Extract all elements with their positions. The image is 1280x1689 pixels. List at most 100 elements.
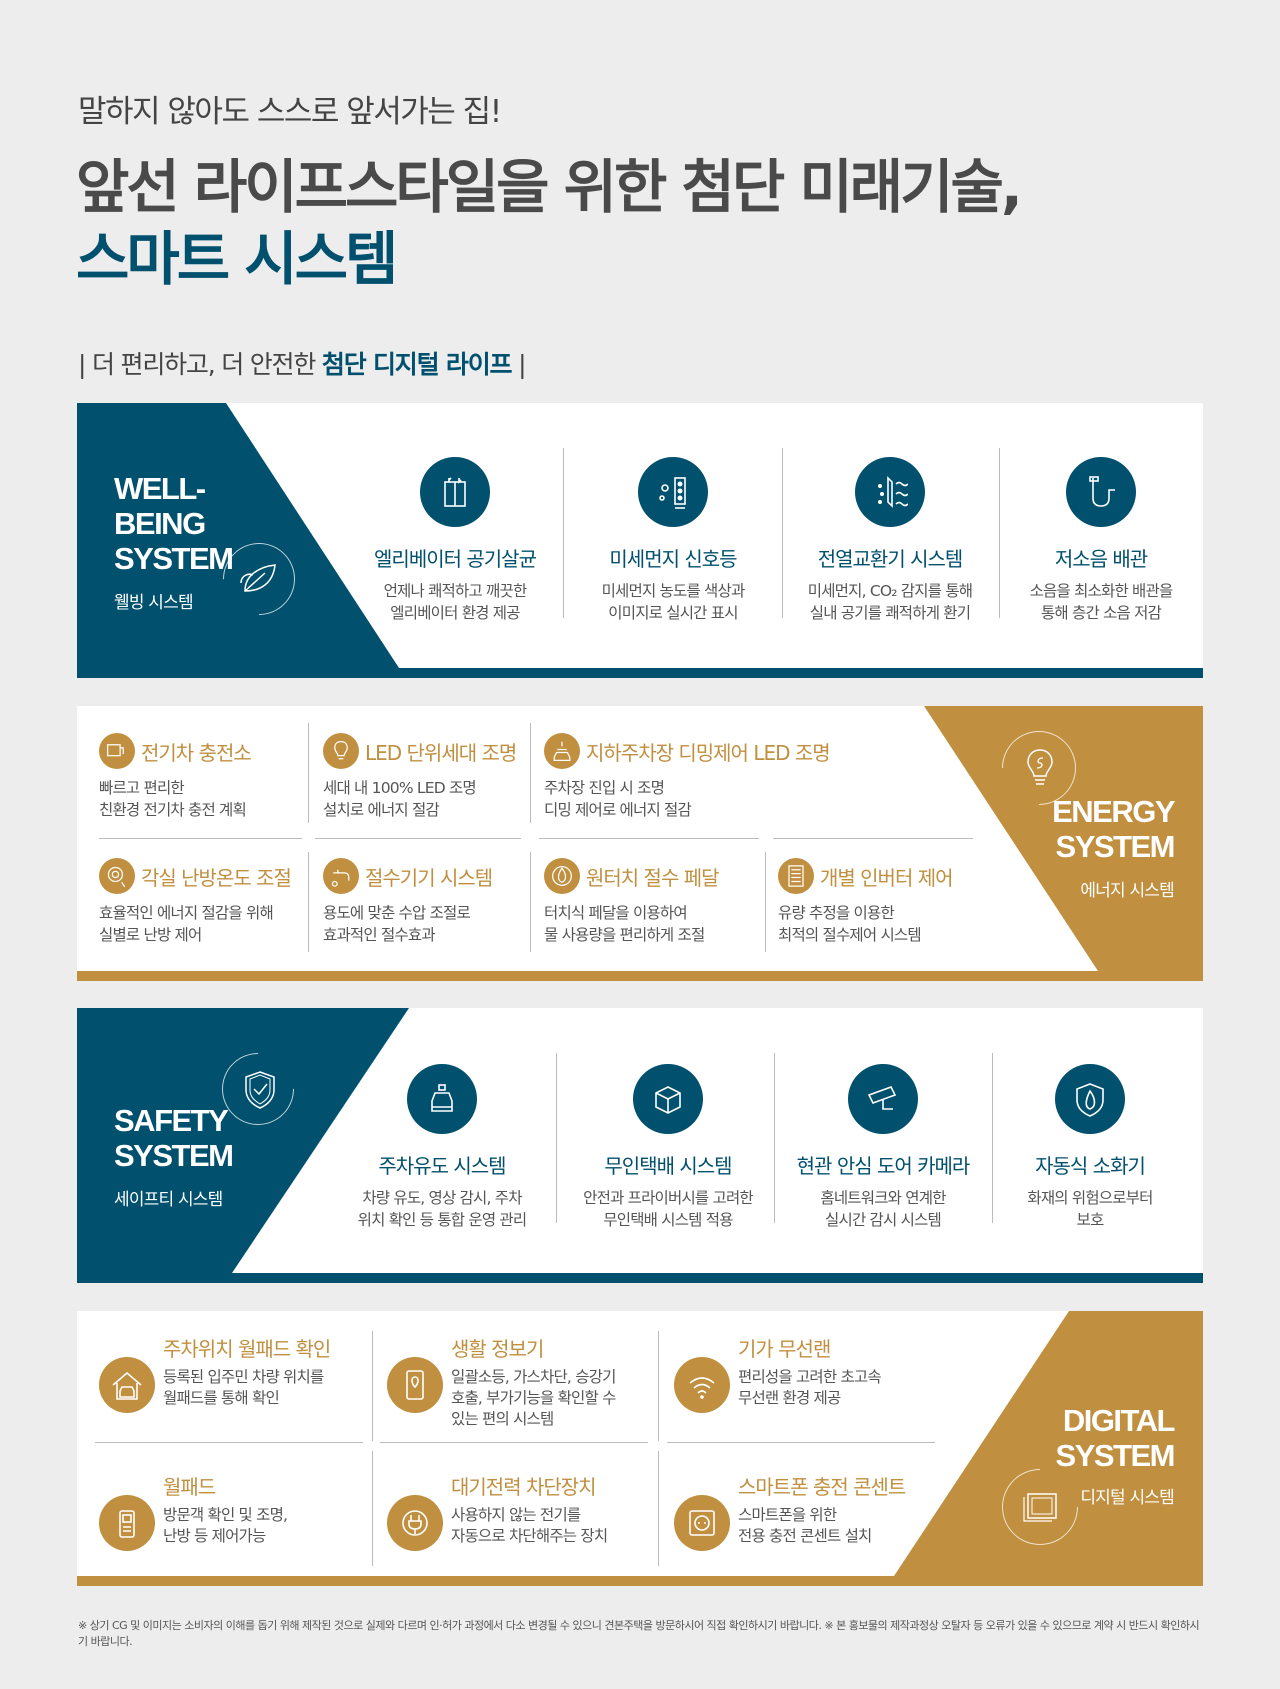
feature-desc: 유량 추정을 이용한 최적의 절수제어 시스템 [778, 904, 922, 944]
safety-title: SAFETY SYSTEM [114, 1103, 234, 1173]
feature-desc: 효율적인 에너지 절감을 위해 실별로 난방 제어 [99, 904, 274, 944]
feature-desc: 사용하지 않는 전기를 자동으로 차단해주는 장치 [451, 1506, 608, 1545]
feature-title: 절수기기 시스템 [365, 865, 493, 890]
wallpad-icon [119, 1510, 135, 1538]
safety-panel: SAFETY SYSTEM 세이프티 시스템 주차유도 시스템 차량 유도, 영… [77, 1008, 1203, 1283]
lightbulb-icon [1027, 749, 1053, 785]
feature-icon-circle [387, 1495, 443, 1551]
led-bulb-icon [334, 741, 348, 760]
feature-title: 스마트폰 충전 콘센트 [738, 1475, 906, 1499]
safety-feature: 무인택배 시스템 안전과 프라이버시를 고려한 무인택배 시스템 적용 [560, 1064, 776, 1231]
feature-title: 대기전력 차단장치 [451, 1475, 597, 1499]
feature-icon-circle [544, 858, 580, 894]
feature-title: 전기차 충전소 [141, 740, 252, 765]
feature-icon-circle [407, 1064, 477, 1134]
elevator-icon [444, 477, 466, 507]
feature-title: 개별 인버터 제어 [820, 865, 954, 890]
energy-feature: LED 단위세대 조명 세대 내 100% LED 조명 설치로 에너지 절감 [323, 733, 538, 821]
pipe-icon [1089, 476, 1115, 507]
car-icon [431, 1084, 453, 1112]
feature-title: 현관 안심 도어 카메라 [796, 1154, 971, 1178]
feature-icon-circle [544, 733, 580, 769]
digital-panel-background [77, 1311, 1203, 1586]
feature-desc: 빠르고 편리한 친환경 전기차 충전 계획 [99, 779, 247, 819]
page-title-line2: 스마트 시스템 [76, 225, 398, 293]
feature-desc: 미세먼지, CO₂ 감지를 통해 실내 공기를 쾌적하게 환기 [807, 582, 973, 622]
divider [563, 448, 564, 618]
feature-title: 각실 난방온도 조절 [141, 865, 292, 890]
energy-panel-background [77, 706, 1203, 981]
safety-feature: 자동식 소화기 화재의 위험으로부터 보호 [982, 1064, 1198, 1231]
feature-desc: 주차장 진입 시 조명 디밍 제어로 에너지 절감 [544, 779, 692, 819]
header-subtitle: 말하지 않아도 스스로 앞서가는 집! [78, 94, 502, 130]
feature-title: 지하주차장 디밍제어 LED 조명 [586, 740, 831, 765]
digital-feature: 스마트폰 충전 콘센트 스마트폰을 위한 전용 충전 콘센트 설치 [674, 1471, 944, 1581]
feature-desc: 안전과 프라이버시를 고려한 무인택배 시스템 적용 [583, 1189, 754, 1229]
phone-location-icon [406, 1370, 424, 1400]
feature-icon-circle [323, 858, 359, 894]
divider [992, 1053, 993, 1223]
feature-icon-circle [674, 1357, 730, 1413]
divider [774, 1053, 775, 1223]
energy-feature: 각실 난방온도 조절 효율적인 에너지 절감을 위해 실별로 난방 제어 [99, 858, 314, 946]
wifi-icon [689, 1377, 715, 1399]
feature-icon-circle [99, 858, 135, 894]
tagline-bold: 첨단 디지털 라이프 [321, 350, 513, 379]
ev-charger-icon [107, 744, 124, 757]
wellbeing-feature: 저소음 배관 소음을 최소화한 배관을 통해 층간 소음 저감 [993, 457, 1209, 624]
feature-desc: 화재의 위험으로부터 보호 [1027, 1189, 1153, 1229]
wellbeing-subtitle: 웰빙 시스템 [114, 593, 194, 613]
energy-feature: 원터치 절수 페달 터치식 페달을 이용하여 물 사용량을 편리하게 조절 [544, 858, 759, 946]
feature-icon-circle [1055, 1064, 1125, 1134]
page-title-line1: 앞선 라이프스타일을 위한 첨단 미래기술, [76, 153, 1023, 221]
feature-desc: 차량 유도, 영상 감시, 주차 위치 확인 등 통합 운영 관리 [357, 1189, 528, 1229]
footnote: ※ 상기 CG 및 이미지는 소비자의 이해를 돕기 위해 제작된 것으로 실제… [78, 1619, 1200, 1648]
wellbeing-feature: 전열교환기 시스템 미세먼지, CO₂ 감지를 통해 실내 공기를 쾌적하게 환… [782, 457, 998, 624]
feature-desc: 미세먼지 농도를 색상과 이미지로 실시간 표시 [601, 582, 746, 622]
feature-desc: 방문객 확인 및 조명, 난방 등 제어가능 [163, 1506, 288, 1545]
safety-subtitle: 세이프티 시스템 [114, 1190, 223, 1210]
divider [999, 448, 1000, 618]
digital-feature: 기가 무선랜 편리성을 고려한 초고속 무선랜 환경 제공 [674, 1333, 944, 1443]
feature-title: 주차유도 시스템 [378, 1154, 506, 1178]
feature-title: 미세먼지 신호등 [609, 547, 737, 571]
safety-feature: 주차유도 시스템 차량 유도, 영상 감시, 주차 위치 확인 등 통합 운영 … [334, 1064, 550, 1231]
safety-panel-background [77, 1008, 1203, 1283]
feature-title: 무인택배 시스템 [604, 1154, 732, 1178]
energy-subtitle: 에너지 시스템 [1080, 881, 1174, 901]
parcel-box-icon [655, 1086, 681, 1114]
feature-icon-circle [1066, 457, 1136, 527]
feature-icon-circle [674, 1495, 730, 1551]
feature-title: 기가 무선랜 [738, 1337, 831, 1361]
tagline-suffix: | [511, 350, 526, 379]
feature-icon-circle [99, 1357, 155, 1413]
wellbeing-feature: 엘리베이터 공기살균 언제나 쾌적하고 깨끗한 엘리베이터 환경 제공 [347, 457, 563, 624]
feature-title: LED 단위세대 조명 [365, 740, 517, 765]
feature-desc: 언제나 쾌적하고 깨끗한 엘리베이터 환경 제공 [383, 582, 528, 622]
wellbeing-feature: 미세먼지 신호등 미세먼지 농도를 색상과 이미지로 실시간 표시 [565, 457, 781, 624]
feature-desc: 등록된 입주민 차량 위치를 월패드를 통해 확인 [163, 1368, 324, 1407]
faucet-icon [331, 869, 350, 887]
feature-icon-circle [420, 457, 490, 527]
feature-title: 자동식 소화기 [1035, 1154, 1146, 1178]
shield-check-icon [245, 1071, 275, 1109]
feature-title: 전열교환기 시스템 [817, 547, 964, 571]
feature-desc: 터치식 페달을 이용하여 물 사용량을 편리하게 조절 [544, 904, 705, 944]
feature-icon-circle [387, 1357, 443, 1413]
digital-subtitle: 디지털 시스템 [1080, 1488, 1174, 1508]
feature-icon-circle [638, 457, 708, 527]
feature-icon-circle [99, 733, 135, 769]
feature-icon-circle [848, 1064, 918, 1134]
wellbeing-title: WELL- BEING SYSTEM [114, 471, 234, 576]
wellbeing-panel-background [77, 403, 1203, 678]
digital-title: DIGITAL SYSTEM [1055, 1403, 1176, 1473]
divider [782, 448, 783, 618]
tagline: | 더 편리하고, 더 안전한 첨단 디지털 라이프 | [78, 345, 527, 381]
digital-feature: 월패드 방문객 확인 및 조명, 난방 등 제어가능 [99, 1471, 369, 1581]
energy-title: ENERGY SYSTEM [1052, 794, 1175, 864]
feature-title: 주차위치 월패드 확인 [163, 1337, 331, 1361]
feature-desc: 세대 내 100% LED 조명 설치로 에너지 절감 [323, 779, 477, 819]
energy-feature: 절수기기 시스템 용도에 맞춘 수압 조절로 효과적인 절수효과 [323, 858, 538, 946]
energy-panel: ENERGY SYSTEM 에너지 시스템 전기차 충전소 빠르고 편리한 친환… [77, 706, 1203, 981]
feature-desc: 스마트폰을 위한 전용 충전 콘센트 설치 [738, 1506, 872, 1545]
